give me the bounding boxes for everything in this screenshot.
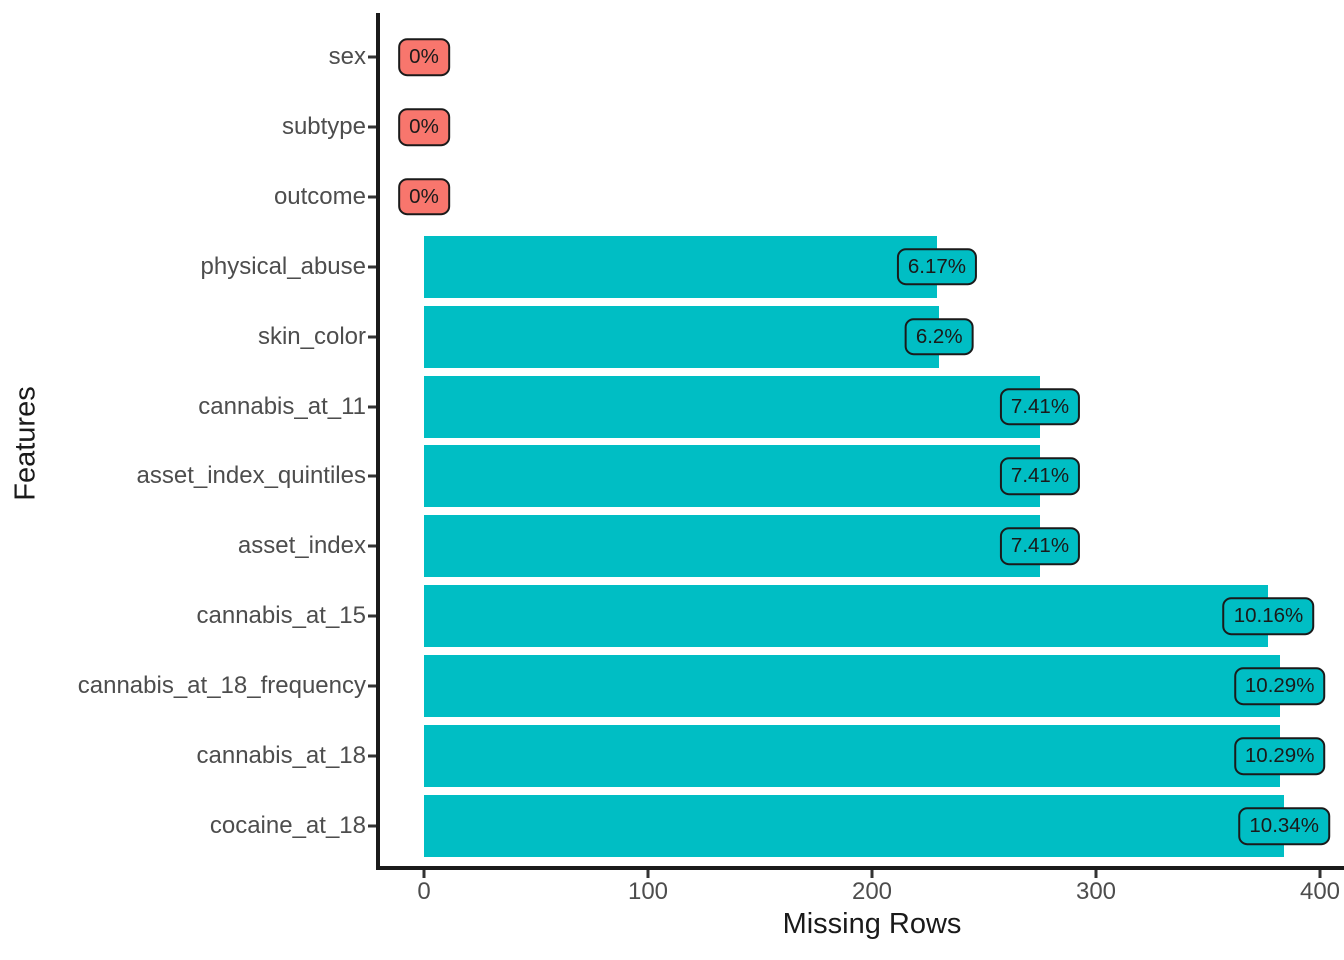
bar-cannabis_at_18_frequency bbox=[424, 655, 1280, 718]
y-tick-mark bbox=[368, 474, 376, 478]
y-tick-mark bbox=[368, 195, 376, 199]
category-label-asset_index_quintiles: asset_index_quintiles bbox=[136, 462, 367, 490]
percent-label-skin_color: 6.2% bbox=[904, 317, 974, 356]
bar-cannabis_at_11 bbox=[424, 375, 1040, 438]
x-tick-mark bbox=[870, 869, 874, 878]
y-tick-mark bbox=[368, 684, 376, 688]
percent-label-outcome: 0% bbox=[398, 177, 450, 216]
category-label-cannabis_at_18: cannabis_at_18 bbox=[196, 742, 366, 769]
y-tick-mark bbox=[368, 754, 376, 758]
percent-label-physical_abuse: 6.17% bbox=[896, 247, 978, 286]
y-tick-mark bbox=[368, 125, 376, 129]
bar-cannabis_at_15 bbox=[424, 585, 1269, 648]
percent-label-asset_index: 7.41% bbox=[999, 527, 1081, 566]
x-axis-title: Missing Rows bbox=[782, 908, 962, 940]
percent-label-cannabis_at_15: 10.16% bbox=[1222, 597, 1315, 635]
category-label-asset_index: asset_index bbox=[237, 532, 366, 560]
percent-label-sex: 0% bbox=[398, 38, 450, 76]
bar-asset_index bbox=[424, 515, 1040, 578]
percent-label-cannabis_at_11: 7.41% bbox=[999, 387, 1081, 426]
category-label-physical_abuse: physical_abuse bbox=[200, 252, 366, 280]
bar-physical_abuse bbox=[424, 235, 937, 298]
y-tick-mark bbox=[368, 55, 376, 59]
percent-label-cannabis_at_18_frequency: 10.29% bbox=[1233, 667, 1326, 705]
category-label-subtype: subtype bbox=[281, 112, 366, 140]
x-tick-mark bbox=[422, 869, 426, 878]
category-label-cannabis_at_11: cannabis_at_11 bbox=[198, 392, 366, 420]
y-tick-mark bbox=[368, 335, 376, 339]
category-label-cannabis_at_18_frequency: cannabis_at_18_frequency bbox=[77, 672, 366, 700]
y-axis-line bbox=[376, 13, 380, 869]
percent-label-cocaine_at_18: 10.34% bbox=[1238, 807, 1330, 845]
x-axis-line bbox=[376, 866, 1344, 870]
category-label-skin_color: skin_color bbox=[257, 322, 366, 350]
category-label-cannabis_at_15: cannabis_at_15 bbox=[196, 602, 366, 630]
y-tick-mark bbox=[368, 265, 376, 269]
x-tick-mark bbox=[1318, 869, 1322, 878]
bar-cocaine_at_18 bbox=[424, 794, 1285, 857]
category-label-cocaine_at_18: cocaine_at_18 bbox=[209, 811, 366, 839]
y-tick-mark bbox=[368, 405, 376, 408]
category-label-sex: sex bbox=[328, 43, 366, 70]
x-tick-mark bbox=[1094, 869, 1098, 878]
x-tick-mark bbox=[646, 869, 650, 878]
percent-label-asset_index_quintiles: 7.41% bbox=[999, 457, 1081, 496]
y-tick-mark bbox=[368, 544, 376, 548]
bar-asset_index_quintiles bbox=[424, 445, 1040, 508]
bar-cannabis_at_18 bbox=[424, 725, 1280, 787]
category-label-outcome: outcome bbox=[273, 182, 366, 210]
x-tick-label-0: 0 bbox=[417, 878, 431, 905]
y-tick-mark bbox=[368, 614, 376, 618]
x-tick-label-400: 400 bbox=[1299, 878, 1341, 905]
y-tick-mark bbox=[368, 824, 376, 828]
x-tick-label-100: 100 bbox=[627, 878, 669, 905]
x-tick-label-300: 300 bbox=[1075, 878, 1117, 905]
x-tick-label-200: 200 bbox=[851, 878, 893, 905]
percent-label-subtype: 0% bbox=[398, 108, 450, 146]
bar-skin_color bbox=[424, 305, 940, 368]
percent-label-cannabis_at_18: 10.29% bbox=[1233, 737, 1326, 775]
